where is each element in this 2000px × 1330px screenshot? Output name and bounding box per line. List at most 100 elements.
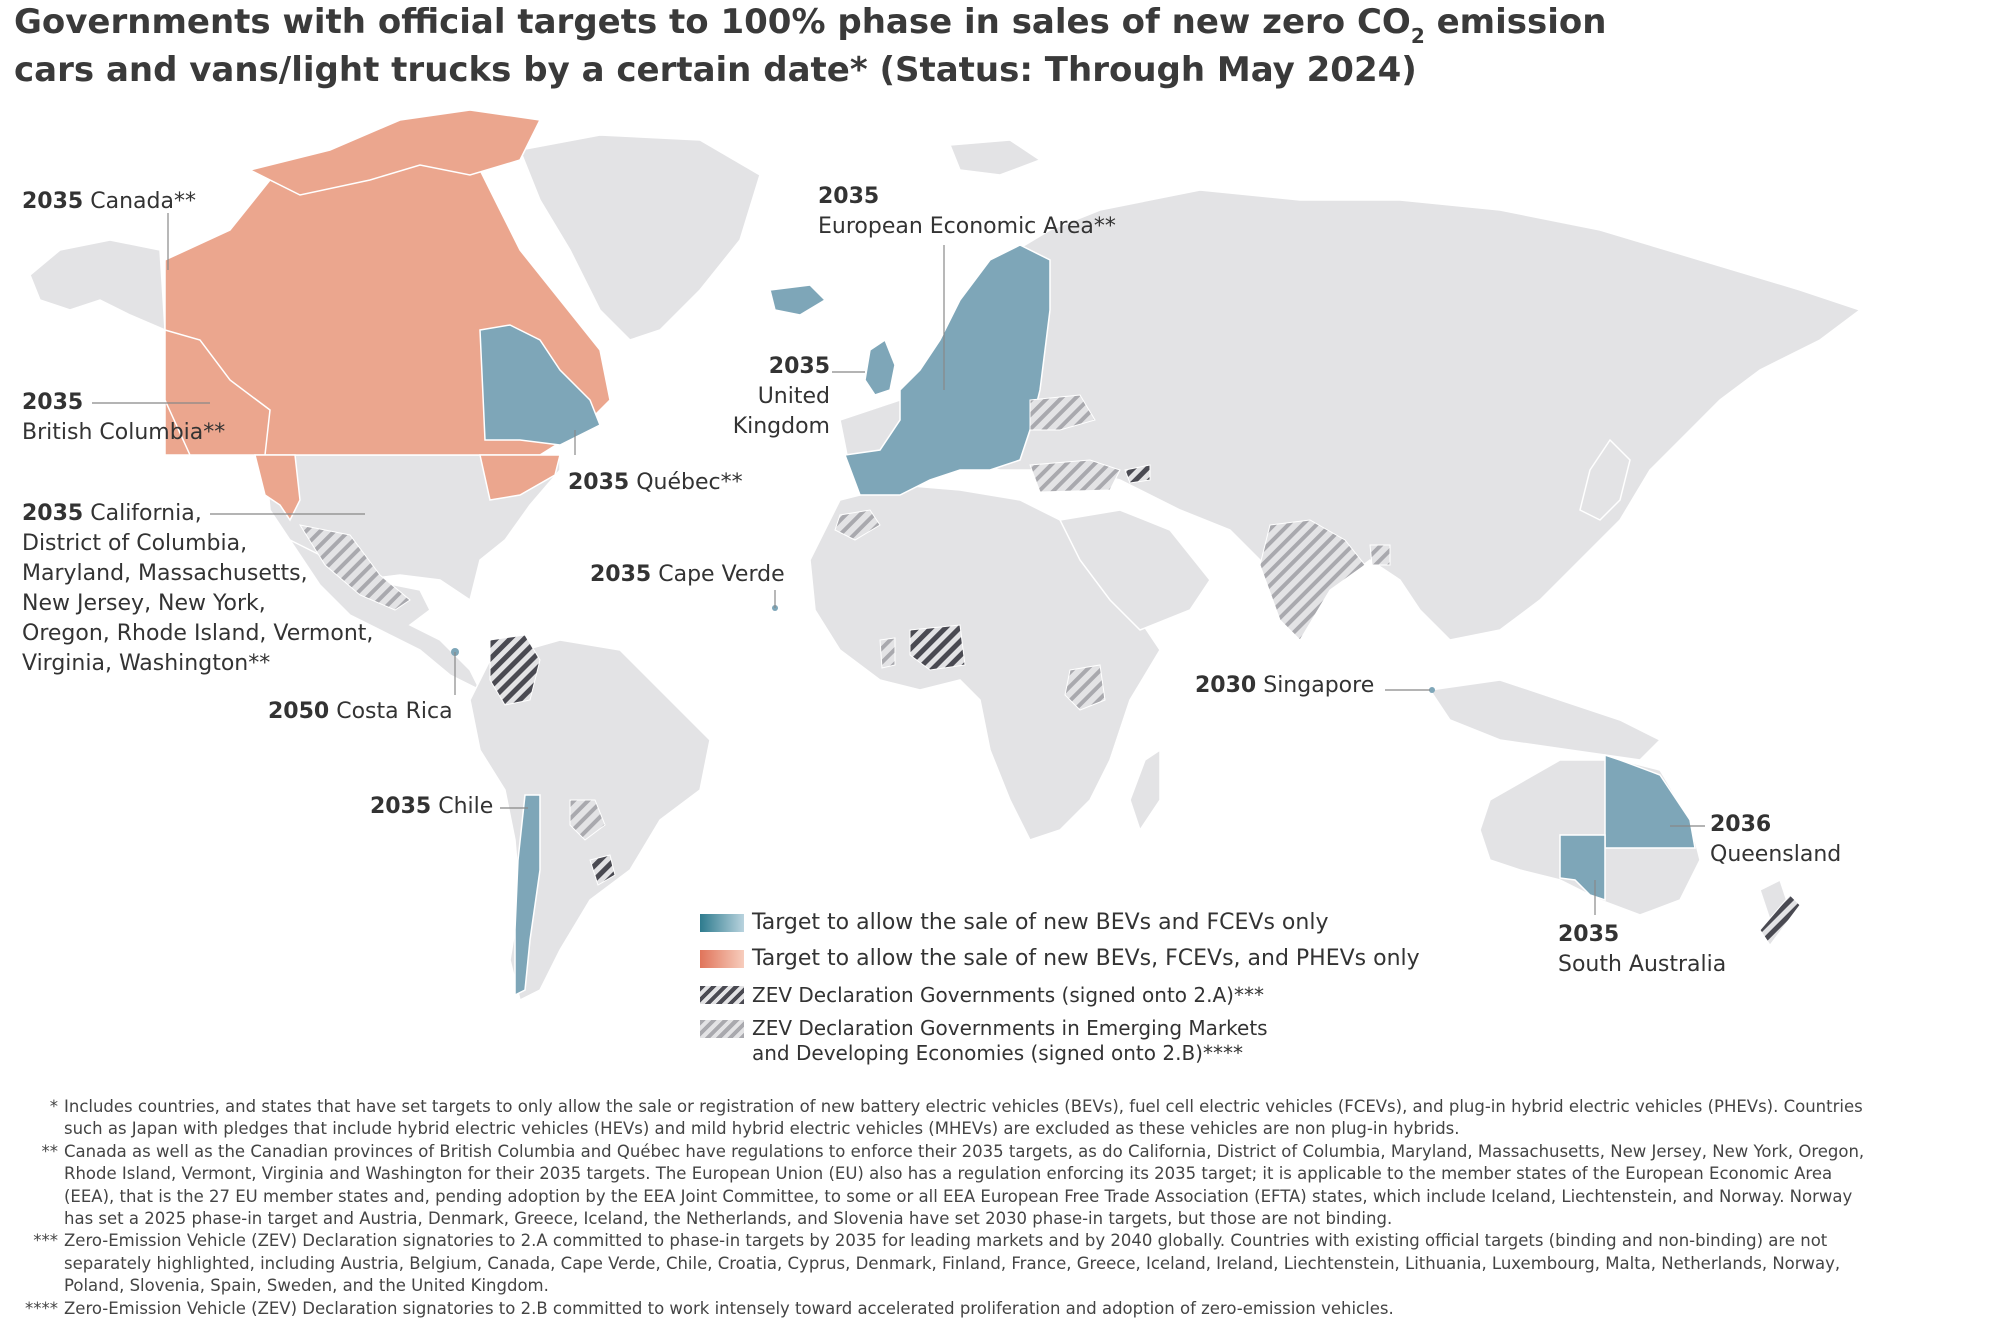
label-queensland-name: Queensland	[1710, 842, 1842, 867]
label-california-line3: Maryland, Massachusetts,	[22, 561, 308, 586]
greenland	[518, 134, 761, 341]
label-california-line1: California,	[90, 501, 202, 526]
footnotes: * Includes countries, and states that ha…	[22, 1096, 1882, 1320]
label-south-australia: 2035 South Australia	[1558, 920, 1726, 980]
footnote-1-text: Includes countries, and states that have…	[64, 1097, 1863, 1139]
label-cape-verde-year: 2035	[590, 562, 652, 587]
label-south-australia-name: South Australia	[1558, 952, 1727, 977]
label-uk-year: 2035	[768, 354, 830, 379]
eea-shape	[843, 244, 1051, 496]
us-west-coast-states	[254, 454, 301, 522]
footnote-3: *** Zero-Emission Vehicle (ZEV) Declarat…	[22, 1230, 1882, 1297]
legend-text-zev-2b: ZEV Declaration Governments in Emerging …	[752, 1016, 1268, 1066]
label-singapore: 2030 Singapore	[1195, 671, 1374, 701]
georgia-hatch	[1124, 464, 1151, 484]
legend-swatch-light-hatch	[700, 1020, 744, 1038]
legend-text-zev-2a: ZEV Declaration Governments (signed onto…	[752, 983, 1264, 1007]
legend-text-zev-2b-line2: and Developing Economies (signed onto 2.…	[752, 1041, 1243, 1065]
label-costa-rica: 2050 Costa Rica	[268, 697, 453, 727]
label-canada-name: Canada**	[90, 189, 196, 214]
turkey-hatch	[1029, 459, 1121, 493]
title-line1-end: emission	[1424, 2, 1607, 42]
footnote-4: **** Zero-Emission Vehicle (ZEV) Declara…	[22, 1298, 1882, 1320]
japan	[1579, 438, 1631, 521]
label-chile-year: 2035	[370, 794, 432, 819]
quebec-shape	[479, 324, 601, 446]
label-california-line4: New Jersey, New York,	[22, 591, 266, 616]
paraguay-hatch	[569, 799, 606, 841]
footnote-1-marker: *	[49, 1097, 58, 1116]
se-asia-islands	[1428, 679, 1662, 761]
colombia-hatch	[489, 634, 541, 706]
madagascar	[1129, 748, 1161, 832]
legend-text-bev-fcev: Target to allow the sale of new BEVs and…	[752, 910, 1329, 935]
label-california-line5: Oregon, Rhode Island, Vermont,	[22, 621, 374, 646]
nigeria-hatch	[909, 624, 966, 671]
british-columbia-shape	[164, 329, 271, 456]
singapore-dot	[1429, 687, 1435, 693]
title-line1: Governments with official targets to 100…	[14, 2, 1411, 42]
label-eea-name: European Economic Area**	[818, 214, 1116, 239]
title-subscript: 2	[1410, 24, 1425, 48]
footnote-2-text: Canada as well as the Canadian provinces…	[64, 1141, 1865, 1229]
mexico-hatch	[298, 524, 411, 611]
label-canada: 2035 Canada**	[22, 187, 196, 217]
label-british-columbia: 2035 British Columbia**	[22, 388, 225, 448]
label-canada-year: 2035	[22, 189, 84, 214]
legend-swatch-blue	[700, 914, 744, 932]
label-costa-rica-name: Costa Rica	[336, 699, 453, 724]
legend-swatch-dark-hatch	[700, 986, 744, 1004]
label-california-year: 2035	[22, 501, 84, 526]
footnote-4-text: Zero-Emission Vehicle (ZEV) Declaration …	[64, 1298, 1394, 1318]
footnote-4-marker: ****	[25, 1298, 58, 1318]
rwanda-kenya-hatch	[1064, 664, 1106, 711]
label-costa-rica-year: 2050	[268, 699, 330, 724]
label-bc-year: 2035	[22, 390, 84, 415]
footnote-3-marker: ***	[33, 1231, 58, 1251]
footnote-2-marker: **	[41, 1141, 59, 1161]
label-chile-name: Chile	[438, 794, 494, 819]
bangladesh-hatch	[1369, 544, 1391, 566]
label-singapore-year: 2030	[1195, 673, 1257, 698]
label-california-group: 2035 California, District of Columbia, M…	[22, 499, 373, 679]
label-singapore-name: Singapore	[1263, 673, 1375, 698]
legend-swatch-salmon	[700, 950, 744, 968]
alaska	[29, 239, 166, 332]
morocco-hatch	[834, 509, 881, 541]
label-cape-verde-name: Cape Verde	[658, 562, 785, 587]
label-queensland: 2036 Queensland	[1710, 810, 1841, 870]
label-california-line2: District of Columbia,	[22, 531, 248, 556]
label-quebec: 2035 Québec**	[568, 468, 743, 498]
label-uk-line1: United	[757, 384, 830, 409]
uk-shape	[864, 338, 896, 396]
nz-hatch	[1759, 894, 1801, 946]
label-queensland-year: 2036	[1710, 812, 1772, 837]
footnote-2: ** Canada as well as the Canadian provin…	[22, 1141, 1882, 1231]
us-northeast-states	[479, 454, 561, 501]
label-quebec-year: 2035	[568, 470, 630, 495]
arctic-islands	[948, 139, 1042, 176]
india-hatch	[1259, 519, 1366, 641]
uruguay-hatch	[589, 854, 616, 886]
label-uk: 2035 United Kingdom	[700, 352, 830, 442]
title-line2: cars and vans/light trucks by a certain …	[14, 50, 1417, 90]
map-title: Governments with official targets to 100…	[14, 0, 1654, 92]
label-eea-year: 2035	[818, 184, 880, 209]
label-uk-line2: Kingdom	[732, 414, 830, 439]
legend-text-zev-2b-line1: ZEV Declaration Governments in Emerging …	[752, 1016, 1268, 1040]
label-chile: 2035 Chile	[370, 792, 493, 822]
label-bc-name: British Columbia**	[22, 420, 226, 445]
arabia	[1058, 509, 1211, 631]
africa	[809, 484, 1161, 841]
footnote-1: * Includes countries, and states that ha…	[22, 1096, 1882, 1141]
label-south-australia-year: 2035	[1558, 922, 1620, 947]
canada-arctic-islands	[247, 109, 542, 196]
ghana-hatch	[879, 637, 896, 669]
label-cape-verde: 2035 Cape Verde	[590, 560, 785, 590]
legend-text-bev-fcev-phev: Target to allow the sale of new BEVs, FC…	[752, 946, 1420, 971]
label-eea: 2035 European Economic Area**	[818, 182, 1116, 242]
footnote-3-text: Zero-Emission Vehicle (ZEV) Declaration …	[64, 1231, 1841, 1296]
iceland-shape	[769, 284, 827, 316]
south-australia-shape	[1559, 834, 1606, 902]
